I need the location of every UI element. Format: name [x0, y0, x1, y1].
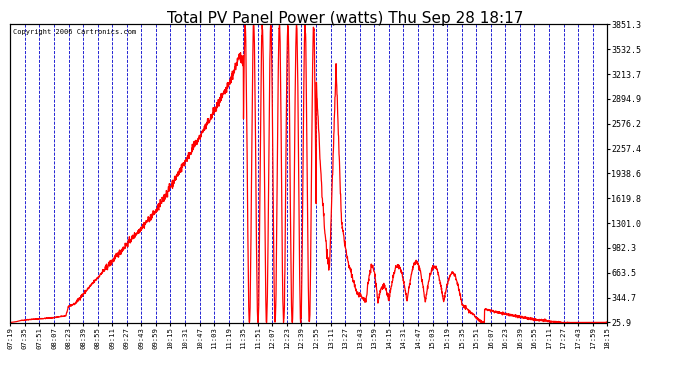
Text: Total PV Panel Power (watts) Thu Sep 28 18:17: Total PV Panel Power (watts) Thu Sep 28 …: [167, 11, 523, 26]
Text: Copyright 2006 Cartronics.com: Copyright 2006 Cartronics.com: [13, 29, 137, 35]
